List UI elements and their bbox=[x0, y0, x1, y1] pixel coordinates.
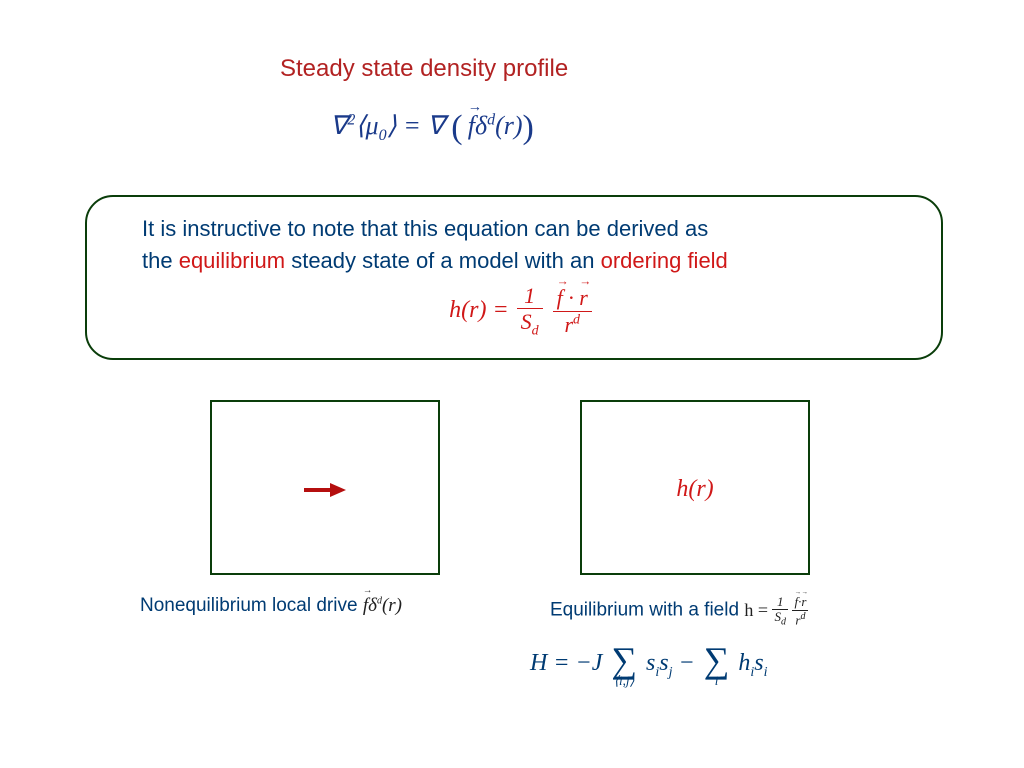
r-vec: r bbox=[579, 285, 588, 310]
si: s bbox=[646, 650, 655, 676]
r: r bbox=[564, 312, 573, 337]
nabla: ∇ bbox=[330, 111, 347, 140]
num-1: 1 bbox=[517, 283, 543, 309]
cap-left-text: Nonequilibrium local drive bbox=[140, 595, 363, 616]
steady-state-equation: ∇2⟨μ0⟩ = ∇ ( fδd(r)) bbox=[330, 105, 534, 145]
nonequilibrium-panel bbox=[210, 400, 440, 575]
num-f-dot-r: f · r bbox=[553, 285, 592, 311]
dot: · bbox=[563, 285, 580, 310]
den-Sd: Sd bbox=[517, 309, 543, 339]
si2: s bbox=[754, 650, 763, 676]
si2-i: i bbox=[764, 665, 768, 680]
sfrac-fr-rd: f·r rd bbox=[792, 595, 808, 627]
drive-arrow-icon bbox=[302, 480, 348, 500]
hi: h bbox=[738, 650, 750, 676]
f-vec: f bbox=[557, 285, 563, 310]
sum1-under: ⟨i,j⟩ bbox=[611, 674, 637, 687]
sub-d: d bbox=[532, 323, 539, 338]
note-line2a: the bbox=[142, 248, 179, 273]
derivation-note-box: It is instructive to note that this equa… bbox=[85, 195, 943, 360]
sub-0: 0 bbox=[379, 127, 387, 144]
h-of-r-equation: h(r) = 1 Sd f · r rd bbox=[142, 283, 901, 340]
cap-right-math: h = 1 Sd f·r rd bbox=[744, 600, 808, 620]
h-of-r-label: h(r) bbox=[582, 476, 808, 503]
hamiltonian-equation: H = −J ∑ ⟨i,j⟩ sisj − ∑ i hisi bbox=[530, 642, 768, 687]
nonequilibrium-caption: Nonequilibrium local drive fδd(r) bbox=[140, 595, 402, 617]
delta-small: δ bbox=[368, 595, 377, 616]
left-paren: ( bbox=[451, 109, 462, 146]
note-line1: It is instructive to note that this equa… bbox=[142, 216, 708, 241]
h-eq: h = bbox=[744, 600, 772, 620]
r-small: (r) bbox=[382, 595, 402, 616]
equilibrium-panel: h(r) bbox=[580, 400, 810, 575]
Sd-s: d bbox=[781, 617, 786, 628]
r-s: r bbox=[801, 595, 806, 609]
sup-d: d bbox=[573, 312, 580, 327]
j-sub: j bbox=[669, 665, 673, 680]
right-paren: ) bbox=[523, 109, 534, 146]
sden1: Sd bbox=[772, 610, 788, 628]
H-eq: H = −J bbox=[530, 650, 602, 676]
f-vector: f bbox=[468, 111, 475, 141]
sum-i: ∑ i bbox=[704, 642, 730, 687]
note-text: It is instructive to note that this equa… bbox=[142, 213, 901, 277]
sfrac-1-Sd: 1 Sd bbox=[772, 595, 788, 628]
note-equilibrium: equilibrium bbox=[179, 248, 285, 273]
cap-left-math: fδd(r) bbox=[363, 595, 402, 616]
page-title: Steady state density profile bbox=[280, 55, 568, 83]
sum-ij: ∑ ⟨i,j⟩ bbox=[611, 642, 637, 687]
f-s: f bbox=[794, 595, 798, 609]
rdd-s: d bbox=[800, 611, 805, 622]
snum2: f·r bbox=[792, 595, 808, 610]
minus: − bbox=[679, 650, 701, 676]
delta: δ bbox=[475, 111, 487, 140]
sj: s bbox=[659, 650, 668, 676]
h-lhs: h(r) = bbox=[449, 297, 515, 323]
frac-fr-over-rd: f · r rd bbox=[553, 285, 592, 337]
mu-bracket: ⟨μ bbox=[355, 111, 378, 140]
cap-right-text: Equilibrium with a field bbox=[550, 600, 744, 621]
sup-d: d bbox=[487, 111, 495, 128]
den-rd: rd bbox=[553, 312, 592, 337]
equilibrium-caption: Equilibrium with a field h = 1 Sd f·r rd bbox=[550, 595, 808, 628]
sden2: rd bbox=[792, 611, 808, 628]
S: S bbox=[521, 309, 532, 334]
frac-1-over-Sd: 1 Sd bbox=[517, 283, 543, 340]
snum1: 1 bbox=[772, 595, 788, 610]
r-part: (r) bbox=[495, 111, 522, 140]
note-ordering-field: ordering field bbox=[601, 248, 728, 273]
note-line2b: steady state of a model with an bbox=[285, 248, 601, 273]
f-vec-small: f bbox=[363, 595, 368, 617]
eq-rhs-open: ⟩ = ∇ bbox=[387, 111, 445, 140]
